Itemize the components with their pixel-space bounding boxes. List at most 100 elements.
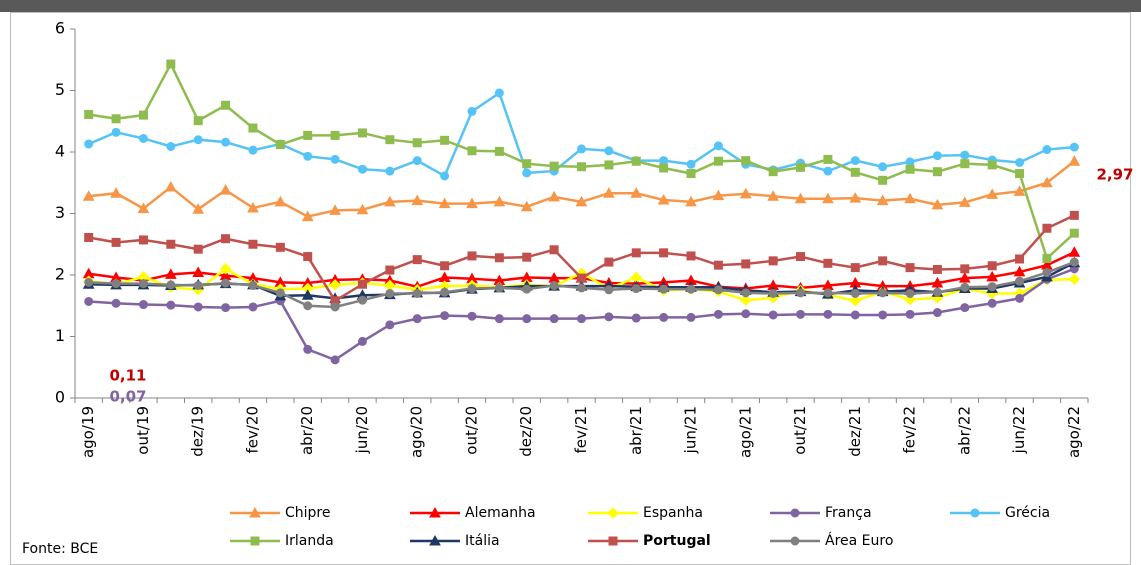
marker xyxy=(522,159,532,169)
marker xyxy=(330,302,340,312)
marker xyxy=(549,280,559,290)
marker xyxy=(577,144,586,154)
marker xyxy=(905,164,915,174)
marker xyxy=(110,187,122,198)
marker xyxy=(796,309,806,319)
marker xyxy=(192,203,205,214)
legend-item: Alemanha xyxy=(410,505,536,521)
x-tick-label: fev/21 xyxy=(572,406,590,454)
marker xyxy=(849,295,861,307)
marker xyxy=(84,232,94,242)
marker xyxy=(768,167,778,177)
marker xyxy=(932,167,942,177)
marker xyxy=(958,196,971,207)
legend-item: Espanha xyxy=(588,505,703,521)
marker xyxy=(987,298,997,308)
marker xyxy=(274,195,287,207)
marker xyxy=(164,268,177,279)
marker xyxy=(796,162,806,172)
marker xyxy=(713,141,723,151)
marker xyxy=(549,161,559,171)
y-tick-label: 5 xyxy=(55,80,65,99)
marker xyxy=(659,156,669,166)
series xyxy=(84,264,1079,365)
marker xyxy=(166,141,176,151)
x-tick-label: dez/19 xyxy=(189,406,207,457)
legend-label: Chipre xyxy=(285,505,331,521)
y-tick-label: 4 xyxy=(55,142,65,161)
marker xyxy=(741,156,751,166)
marker xyxy=(796,252,806,262)
marker xyxy=(303,301,313,311)
marker xyxy=(385,166,395,176)
marker xyxy=(1041,176,1053,188)
marker xyxy=(166,300,176,310)
marker xyxy=(138,235,148,245)
marker xyxy=(193,135,203,145)
marker xyxy=(548,190,560,202)
marker xyxy=(768,310,778,320)
marker xyxy=(741,288,751,298)
marker xyxy=(607,507,619,519)
marker xyxy=(604,160,614,170)
marker xyxy=(960,150,970,160)
marker xyxy=(631,313,641,323)
marker xyxy=(960,303,970,313)
marker xyxy=(467,106,477,116)
marker xyxy=(904,192,916,204)
marker xyxy=(1015,169,1025,179)
marker xyxy=(740,294,752,306)
legend-item: Grécia xyxy=(950,505,1050,521)
marker xyxy=(192,266,205,278)
legend-label: Irlanda xyxy=(285,533,334,549)
legend-label: Itália xyxy=(465,533,500,549)
marker xyxy=(986,188,999,199)
marker xyxy=(960,282,970,292)
marker xyxy=(970,508,980,518)
marker xyxy=(850,156,860,166)
marker xyxy=(790,508,800,518)
x-tick-label: ago/19 xyxy=(79,406,97,458)
x-tick-label: fev/20 xyxy=(243,406,261,454)
marker xyxy=(467,284,477,294)
annotation: 0,07 xyxy=(109,388,146,406)
marker xyxy=(466,197,478,209)
y-tick-label: 1 xyxy=(55,326,65,345)
marker xyxy=(577,273,586,283)
marker xyxy=(659,163,669,173)
marker xyxy=(412,288,422,298)
marker xyxy=(494,314,504,324)
marker xyxy=(790,536,800,546)
marker xyxy=(111,237,121,247)
marker xyxy=(905,309,915,319)
marker xyxy=(958,272,971,283)
marker xyxy=(138,300,148,310)
marker xyxy=(850,288,860,298)
marker xyxy=(250,536,260,546)
marker xyxy=(384,195,396,207)
marker xyxy=(275,140,285,150)
marker xyxy=(608,536,618,546)
x-tick-label: abr/20 xyxy=(298,406,316,455)
legend-item: Chipre xyxy=(230,505,331,521)
marker xyxy=(275,242,285,252)
legend-item: Portugal xyxy=(588,533,711,549)
marker xyxy=(303,130,313,140)
marker xyxy=(357,279,367,289)
marker xyxy=(84,139,94,149)
marker xyxy=(686,284,696,294)
marker xyxy=(796,288,806,298)
marker xyxy=(138,279,148,289)
marker xyxy=(438,197,451,209)
legend-label: França xyxy=(825,505,872,521)
marker xyxy=(686,159,696,169)
marker xyxy=(329,279,341,291)
marker xyxy=(1069,142,1079,152)
marker xyxy=(878,310,888,320)
marker xyxy=(1015,293,1025,303)
x-tick-label: dez/21 xyxy=(846,406,864,457)
marker xyxy=(631,156,641,166)
legend-item: Itália xyxy=(410,533,500,549)
marker xyxy=(1013,185,1026,196)
